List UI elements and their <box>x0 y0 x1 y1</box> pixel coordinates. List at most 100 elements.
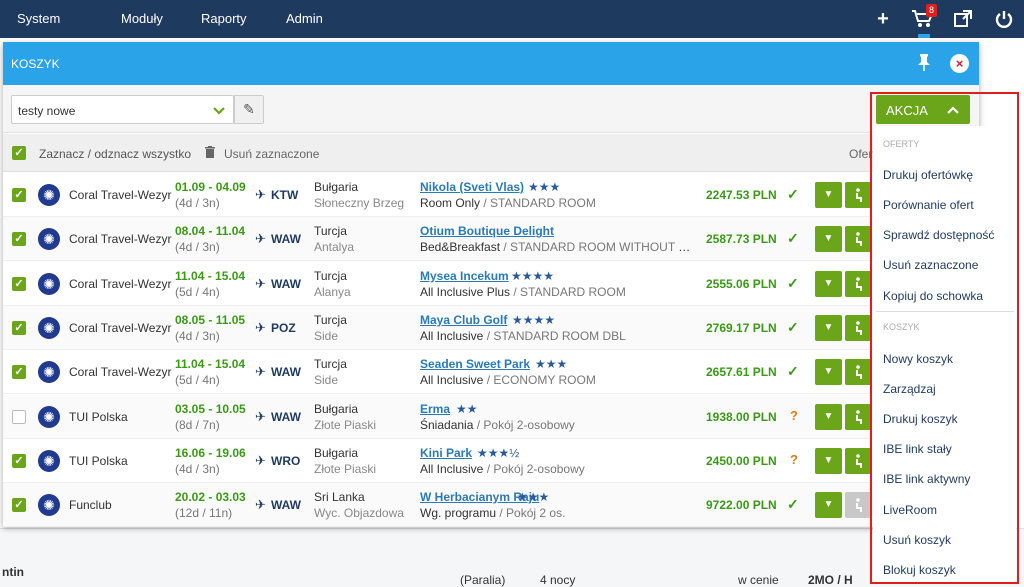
menu-item-new-basket[interactable]: Nowy koszyk <box>883 352 954 366</box>
row-checkbox[interactable]: ✓ <box>12 232 26 247</box>
offer-row[interactable]: ✓ ✺ Coral Travel-Wezyr 11.04 - 15.04 (5d / 4… <box>3 350 979 395</box>
menu-item-delete-selected[interactable]: Usuń zaznaczone <box>883 258 979 272</box>
offer-row[interactable]: ✓ ✺ Funclub 20.02 - 03.03 (12d / 11n) ✈ WAW Sri… <box>3 483 979 528</box>
menu-item-liveroom[interactable]: LiveRoom <box>883 503 938 517</box>
menu-item-delete-basket[interactable]: Usuń koszyk <box>883 533 952 547</box>
plane-icon: ✈ <box>255 452 266 468</box>
room-info: All Inclusive Plus / STANDARD ROOM <box>420 285 698 299</box>
menu-item-compare-offers[interactable]: Porównanie ofert <box>883 198 974 212</box>
row-book-button[interactable] <box>845 403 872 430</box>
offer-price: 9722.00 PLN <box>706 498 777 513</box>
check-icon: ✓ <box>787 363 799 380</box>
board-type: Bed&Breakfast <box>420 240 501 255</box>
menu-section-offers: OFERTY <box>883 139 920 149</box>
hotel-stars: ★★★½ <box>477 445 520 460</box>
destination-region: Złote Piaski <box>314 461 377 476</box>
menu-item-check-availability[interactable]: Sprawdź dostępność <box>883 228 995 242</box>
menu-item-copy-clipboard[interactable]: Kopiuj do schowka <box>883 289 984 303</box>
row-checkbox[interactable]: ✓ <box>12 188 26 202</box>
destination-region: Side <box>314 328 339 343</box>
select-all-checkbox[interactable]: ✓ <box>12 146 26 160</box>
departure-airport: POZ <box>271 320 296 335</box>
akcja-button[interactable]: AKCJA <box>876 95 970 124</box>
departure-airport: WRO <box>271 453 301 468</box>
destination-country: Bułgaria <box>314 401 359 416</box>
row-dropdown-button[interactable]: ▼ <box>815 182 842 208</box>
row-book-button[interactable] <box>845 492 872 519</box>
offer-row[interactable]: ✓ ✺ Coral Travel-Wezyr 01.09 - 04.09 (4d / 3… <box>3 173 979 217</box>
row-dropdown-button[interactable]: ▼ <box>815 314 842 341</box>
room-info: Śniadania / Pokój 2-osobowy <box>420 418 698 432</box>
offer-row[interactable]: ✓ ✺ Coral Travel-Wezyr 11.04 - 15.04 (5d / 4… <box>3 261 979 306</box>
menu-item-print-basket[interactable]: Drukuj koszyk <box>883 412 958 426</box>
row-book-button[interactable] <box>845 314 872 341</box>
row-checkbox[interactable]: ✓ <box>12 498 26 513</box>
basket-select-value: testy nowe <box>18 104 76 118</box>
row-book-button[interactable] <box>845 182 872 208</box>
plus-icon[interactable]: + <box>877 8 889 30</box>
nav-admin[interactable]: Admin <box>286 11 323 26</box>
nav-raporty[interactable]: Raporty <box>201 11 247 26</box>
nav-moduly[interactable]: Moduły <box>121 11 163 26</box>
menu-item-ibe-link-active[interactable]: IBE link aktywny <box>883 472 971 486</box>
select-all-label[interactable]: Zaznacz / odznacz wszystko <box>39 147 192 161</box>
destination-country: Turcja <box>314 224 347 239</box>
row-checkbox[interactable]: ✓ <box>12 365 26 380</box>
selection-bar: ✓ Zaznacz / odznacz wszystko Usuń zaznac… <box>3 134 979 172</box>
trip-duration: (12d / 11n) <box>175 506 233 521</box>
external-link-icon[interactable] <box>951 0 975 38</box>
row-dropdown-button[interactable]: ▼ <box>815 447 842 474</box>
row-checkbox[interactable]: ✓ <box>12 320 26 335</box>
menu-section-basket: KOSZYK <box>883 322 920 332</box>
trash-icon[interactable] <box>205 146 215 161</box>
akcja-label: AKCJA <box>886 103 928 118</box>
board-type: All Inclusive <box>420 328 484 343</box>
hotel-link[interactable]: Maya Club Golf <box>420 312 508 327</box>
hotel-link[interactable]: Mysea Incekum <box>420 268 509 283</box>
pin-icon[interactable] <box>918 53 930 76</box>
operator-globe-icon: ✺ <box>38 228 60 251</box>
menu-item-ibe-link-static[interactable]: IBE link stały <box>883 442 952 456</box>
hotel-stars: ★★★★ <box>512 312 556 327</box>
row-dropdown-button[interactable]: ▼ <box>815 226 842 253</box>
check-icon: ✓ <box>787 496 799 513</box>
trip-duration: (5d / 4n) <box>175 284 220 299</box>
hotel-link[interactable]: Kini Park <box>420 445 473 460</box>
row-dropdown-button[interactable]: ▼ <box>815 270 842 297</box>
row-book-button[interactable] <box>845 359 872 386</box>
row-dropdown-button[interactable]: ▼ <box>815 492 842 519</box>
menu-item-print-offer[interactable]: Drukuj ofertówkę <box>883 168 974 182</box>
delete-selected-link[interactable]: Usuń zaznaczone <box>224 147 320 161</box>
row-book-button[interactable] <box>845 270 872 297</box>
row-checkbox[interactable]: ✓ <box>12 453 26 468</box>
row-book-button[interactable] <box>845 447 872 474</box>
offer-row[interactable]: ✓ ✺ Coral Travel-Wezyr 08.04 - 11.04 (4d / 3… <box>3 217 979 262</box>
board-type: Śniadania <box>420 417 474 432</box>
trip-duration: (4d / 3n) <box>175 196 220 210</box>
trip-duration: (5d / 4n) <box>175 373 220 388</box>
menu-item-lock-basket[interactable]: Blokuj koszyk <box>883 563 956 577</box>
edit-basket-button[interactable]: ✎ <box>234 95 264 124</box>
hotel-link[interactable]: Nikola (Sveti Vlas) <box>420 180 525 194</box>
plane-icon: ✈ <box>255 497 266 513</box>
menu-item-manage[interactable]: Zarządzaj <box>883 382 936 396</box>
hotel-link[interactable]: Seaden Sweet Park <box>420 357 531 372</box>
offer-row[interactable]: ✓ ✺ TUI Polska 16.06 - 19.06 (4d / 3n) ✈ WRO Bu… <box>3 438 979 483</box>
row-book-button[interactable] <box>845 226 872 253</box>
basket-select[interactable]: testy nowe <box>11 95 234 124</box>
hotel-link[interactable]: W Herbacianym Raju <box>420 490 540 505</box>
power-icon[interactable] <box>992 0 1016 38</box>
hotel-link[interactable]: Otium Boutique Delight <box>420 224 554 239</box>
travel-dates: 08.04 - 11.04 <box>175 224 246 239</box>
hotel-link[interactable]: Erma <box>420 401 451 416</box>
offer-row[interactable]: ✓ ✺ Coral Travel-Wezyr 08.05 - 11.05 (4d / 3… <box>3 305 979 350</box>
room-info: Room Only / STANDARD ROOM <box>420 196 698 210</box>
close-icon[interactable]: × <box>950 54 969 73</box>
row-dropdown-button[interactable]: ▼ <box>815 403 842 430</box>
operator-globe-icon: ✺ <box>38 361 60 384</box>
row-checkbox[interactable]: ✓ <box>12 276 26 291</box>
row-checkbox[interactable] <box>12 409 26 424</box>
row-dropdown-button[interactable]: ▼ <box>815 359 842 386</box>
offer-row[interactable]: ✺ TUI Polska 03.05 - 10.05 (8d / 7n) ✈ WAW Buł… <box>3 394 979 439</box>
room-type: / Pokój 2 os. <box>499 506 566 521</box>
